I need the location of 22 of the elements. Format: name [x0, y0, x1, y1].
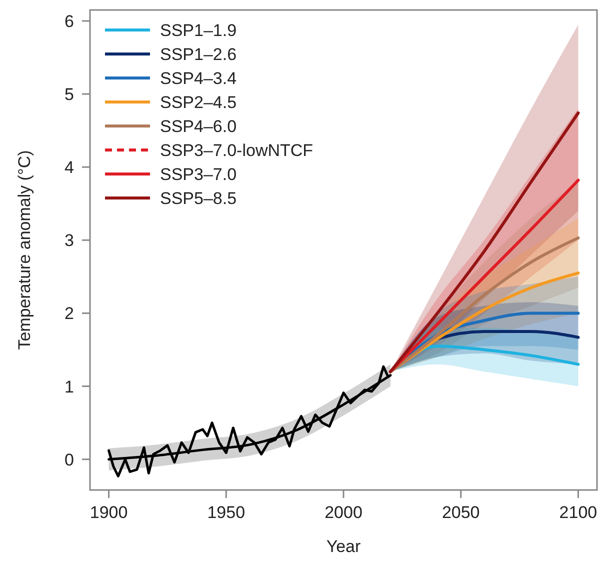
y-axis-title: Temperature anomaly (°C): [15, 150, 34, 350]
x-axis-title: Year: [326, 537, 362, 556]
legend-label: SSP3–7.0-lowNTCF: [160, 141, 314, 160]
y-tick-label: 5: [64, 85, 74, 104]
y-tick-label: 4: [64, 158, 74, 178]
y-tick-label: 1: [64, 377, 74, 396]
x-tick-label: 1900: [90, 503, 128, 522]
x-tick-label: 1950: [207, 503, 246, 522]
y-tick-label: 6: [64, 12, 74, 31]
x-tick-label: 2000: [324, 503, 362, 522]
x-tick-label: 2100: [559, 503, 598, 522]
x-tick-label: 2050: [442, 503, 480, 522]
legend-label: SSP4–3.4: [160, 69, 237, 88]
legend-label: SSP1–1.9: [160, 21, 237, 40]
y-tick-label: 0: [64, 450, 74, 470]
legend-label: SSP4–6.0: [160, 117, 237, 136]
y-tick-label: 3: [64, 231, 74, 250]
y-tick-label: 2: [64, 304, 74, 324]
legend-label: SSP2–4.5: [160, 93, 237, 112]
legend-label: SSP5–8.5: [160, 189, 237, 208]
legend-label: SSP1–2.6: [160, 45, 237, 64]
legend-label: SSP3–7.0: [160, 165, 237, 184]
